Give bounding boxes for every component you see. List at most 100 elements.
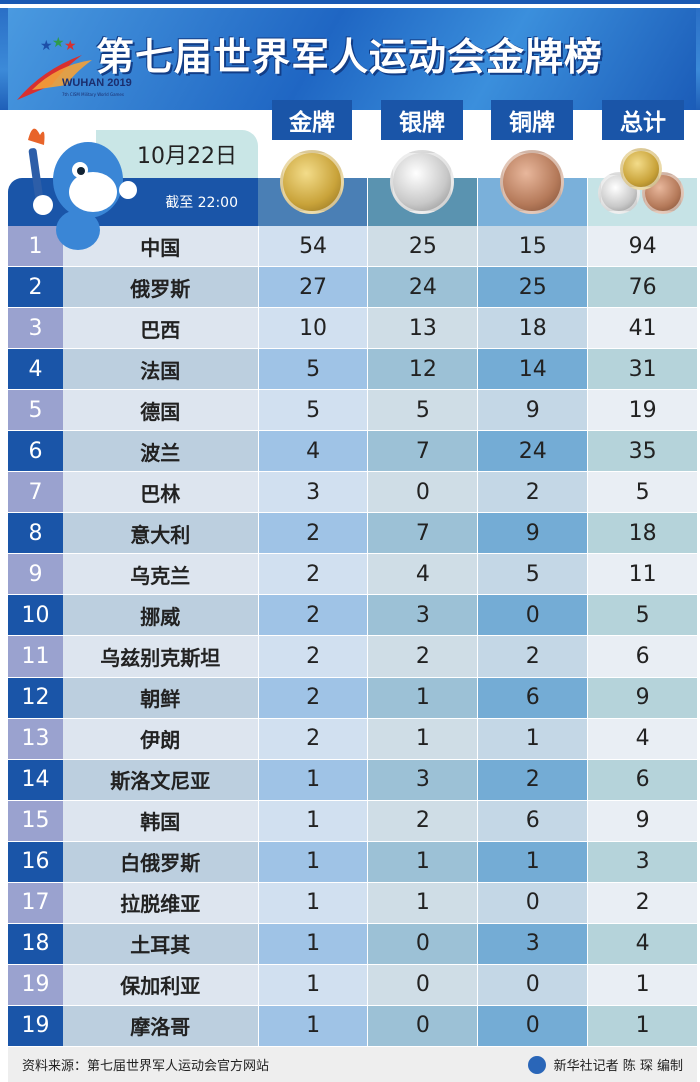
total-count: 3 [587,841,698,882]
gold-count: 3 [257,472,368,513]
gold-count: 1 [257,964,368,1005]
bronze-count: 25 [477,267,588,308]
table-row: 19 摩洛哥 1 0 0 1 [8,1005,698,1047]
country-cell: 斯洛文尼亚 [62,759,258,800]
silver-count: 7 [367,513,478,554]
rank-cell: 13 [8,718,63,759]
total-count: 76 [587,267,698,308]
bronze-medal-icon [500,150,564,214]
page-title: 第七届世界军人运动会金牌榜 [96,35,604,79]
country-cell: 法国 [62,349,258,390]
country-cell: 乌兹别克斯坦 [62,636,258,677]
bronze-medal-small-icon [642,172,684,214]
table-row: 9 乌克兰 2 4 5 11 [8,554,698,596]
silver-count: 1 [367,677,478,718]
total-count: 1 [587,1005,698,1046]
silver-medal-icon [390,150,454,214]
rank-cell: 19 [8,1005,63,1046]
date-label: 10月22日 [96,130,258,178]
bronze-count: 0 [477,1005,588,1046]
bronze-count: 5 [477,554,588,595]
table-row: 19 保加利亚 1 0 0 1 [8,964,698,1006]
table-row: 17 拉脱维亚 1 1 0 2 [8,882,698,924]
gold-count: 1 [257,1005,368,1046]
total-count: 94 [587,226,698,267]
mascot-icon [28,128,137,250]
column-header-total: 总计 [602,100,684,140]
total-count: 5 [587,595,698,636]
silver-count: 7 [367,431,478,472]
table-row: 3 巴西 10 13 18 41 [8,308,698,350]
wuhan-2019-logo: ★ ★ ★ [17,35,92,100]
rank-cell: 12 [8,677,63,718]
rank-cell: 2 [8,267,63,308]
table-row: 8 意大利 2 7 9 18 [8,513,698,555]
table-row: 12 朝鲜 2 1 6 9 [8,677,698,719]
table-row: 10 挪威 2 3 0 5 [8,595,698,637]
country-cell: 摩洛哥 [62,1005,258,1046]
total-count: 9 [587,800,698,841]
rank-cell: 17 [8,882,63,923]
total-count: 9 [587,677,698,718]
silver-count: 0 [367,964,478,1005]
svg-text:★: ★ [52,35,65,51]
total-count: 1 [587,964,698,1005]
silver-count: 5 [367,390,478,431]
country-cell: 巴林 [62,472,258,513]
rank-cell: 10 [8,595,63,636]
rank-cell: 5 [8,390,63,431]
gold-count: 27 [257,267,368,308]
header-banner [0,0,700,150]
silver-count: 3 [367,759,478,800]
table-row: 7 巴林 3 0 2 5 [8,472,698,514]
total-count: 2 [587,882,698,923]
gold-count: 4 [257,431,368,472]
gold-medal-icon [280,150,344,214]
total-count: 4 [587,923,698,964]
gold-count: 54 [257,226,368,267]
silver-count: 1 [367,718,478,759]
gold-count: 1 [257,800,368,841]
svg-text:★: ★ [40,38,53,54]
gold-count: 1 [257,759,368,800]
table-row: 16 白俄罗斯 1 1 1 3 [8,841,698,883]
country-cell: 俄罗斯 [62,267,258,308]
silver-count: 1 [367,882,478,923]
silver-count: 13 [367,308,478,349]
country-cell: 拉脱维亚 [62,882,258,923]
country-cell: 德国 [62,390,258,431]
table-row: 15 韩国 1 2 6 9 [8,800,698,842]
gold-count: 1 [257,923,368,964]
table-row: 1 中国 54 25 15 94 [8,226,698,268]
column-header-gold: 金牌 [272,100,352,140]
total-count: 41 [587,308,698,349]
rank-cell: 16 [8,841,63,882]
total-count: 31 [587,349,698,390]
table-row: 14 斯洛文尼亚 1 3 2 6 [8,759,698,801]
silver-count: 0 [367,1005,478,1046]
country-cell: 土耳其 [62,923,258,964]
country-cell: 挪威 [62,595,258,636]
total-count: 6 [587,759,698,800]
table-row: 6 波兰 4 7 24 35 [8,431,698,473]
total-count: 4 [587,718,698,759]
rank-cell: 1 [8,226,63,267]
gold-count: 5 [257,390,368,431]
bronze-count: 9 [477,390,588,431]
logo-text: WUHAN 2019 [62,77,132,89]
silver-count: 1 [367,841,478,882]
column-header-bronze: 铜牌 [491,100,573,140]
gold-count: 2 [257,718,368,759]
country-cell: 意大利 [62,513,258,554]
bronze-count: 24 [477,431,588,472]
credit-text: 新华社记者 陈 琛 编制 [553,1059,683,1074]
rank-cell: 11 [8,636,63,677]
total-count: 6 [587,636,698,677]
total-count: 19 [587,390,698,431]
bronze-count: 6 [477,800,588,841]
total-count: 11 [587,554,698,595]
medal-table: 1 中国 54 25 15 94 2 俄罗斯 27 24 25 76 3 巴西 10 13 18 41 4 法国 5 12… [8,226,698,1047]
bronze-count: 0 [477,882,588,923]
rank-cell: 14 [8,759,63,800]
country-cell: 保加利亚 [62,964,258,1005]
